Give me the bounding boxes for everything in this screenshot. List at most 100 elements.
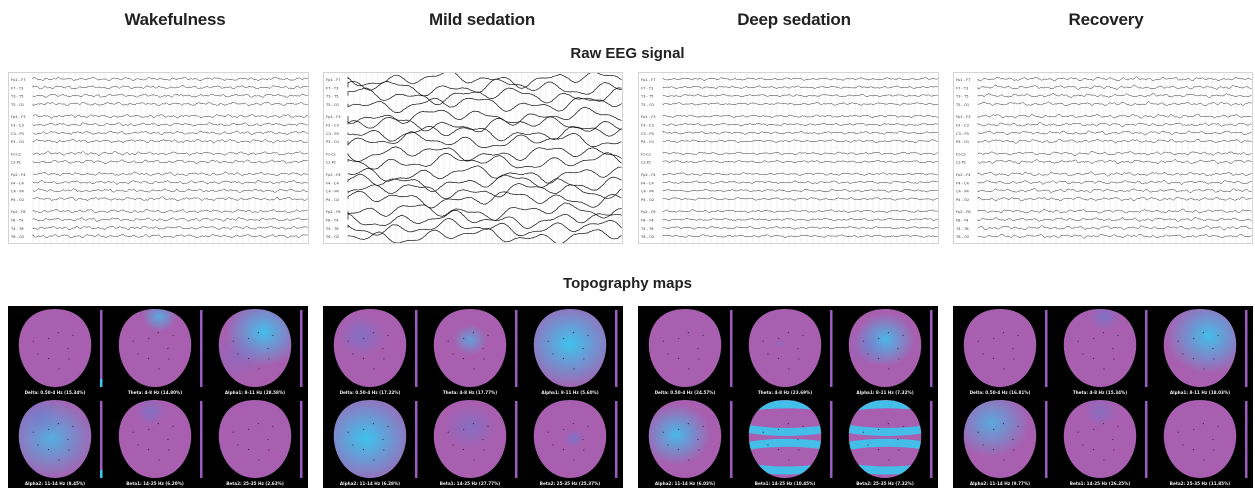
eeg-trace <box>662 131 938 135</box>
topo-caption: Delta: 0.50-4 Hz (15.34%) <box>25 390 86 395</box>
eeg-trace <box>347 125 622 142</box>
channel-label: Cz-Pz <box>641 161 651 165</box>
topo-colorbar <box>1245 310 1248 387</box>
topo-colorbar <box>730 401 733 478</box>
topo-caption: Alpha2: 11-14 Hz (6.28%) <box>340 481 400 486</box>
topo-caption: Beta1: 14-25 Hz (10.45%) <box>755 481 816 486</box>
channel-label: Fz-Cz <box>641 152 651 156</box>
eeg-trace <box>347 173 622 192</box>
topo-map: Delta: 0.50-4 Hz (24.57%) <box>648 309 733 395</box>
topo-colorbar <box>730 310 733 387</box>
channel-label: F7 - T3 <box>641 86 653 90</box>
channel-label: C4 - P4 <box>326 190 340 194</box>
channel-label: Fp1 - F3 <box>641 115 656 119</box>
topo-map: Theta: 4-8 Hz (23.69%) <box>748 309 833 395</box>
condition-title-recovery: Recovery <box>1068 10 1144 29</box>
channel-label: F8 - T4 <box>326 219 339 223</box>
channel-label: Fp1 - F3 <box>326 115 341 119</box>
channel-label: Fp2 - F8 <box>11 210 26 214</box>
eeg-trace <box>977 113 1252 119</box>
topo-caption: Beta1: 14-25 Hz (26.25%) <box>1070 481 1131 486</box>
channel-label: F3 - C3 <box>11 124 24 128</box>
channel-label: T4 - T6 <box>955 227 969 231</box>
channel-label: T3 - T5 <box>955 95 969 99</box>
eeg-trace <box>977 171 1252 177</box>
topo-map: Delta: 0.50-4 Hz (15.34%) <box>18 309 103 395</box>
channel-label: F8 - T4 <box>11 219 24 223</box>
channel-label: Fp2 - F8 <box>956 210 971 214</box>
channel-label: P4 - O2 <box>641 198 654 202</box>
condition-title-deep-sedation: Deep sedation <box>737 10 851 29</box>
channel-label: T6 - O2 <box>325 235 339 239</box>
channel-label: Fp1 - F3 <box>956 115 971 119</box>
eeg-trace <box>347 146 622 163</box>
eeg-trace <box>977 208 1252 214</box>
channel-label: P3 - O1 <box>326 140 339 144</box>
eeg-trace <box>347 218 622 237</box>
channel-label: Fp2 - F8 <box>641 210 656 214</box>
eeg-trace <box>32 225 308 231</box>
channel-label: Cz-Pz <box>326 161 336 165</box>
eeg-trace <box>32 233 308 239</box>
channel-label: F8 - T4 <box>641 219 654 223</box>
topo-caption: Alpha1: 8-11 Hz (5.60%) <box>541 390 598 395</box>
channel-label: T4 - T6 <box>325 227 339 231</box>
channel-label: C4 - P4 <box>956 190 970 194</box>
eeg-trace <box>347 97 622 114</box>
channel-label: Fp2 - F4 <box>326 173 341 177</box>
channel-label: Cz-Pz <box>956 161 966 165</box>
topo-colorbar <box>100 310 103 387</box>
topo-map: Delta: 0.50-4 Hz (17.22%) <box>333 309 418 395</box>
channel-label: Fp1 - F7 <box>11 78 26 82</box>
channel-label: T5 - O1 <box>640 103 654 107</box>
topo-colorbar <box>515 310 518 387</box>
channel-label: F8 - T4 <box>956 219 969 223</box>
topo-caption: Beta2: 25-35 Hz (25.37%) <box>540 481 601 486</box>
topo-colorbar <box>830 401 833 478</box>
eeg-panel-mild-sedation: Fp1 - F7 F7 - T3 T3 - T5 T5 - O1 Fp1 - F3 F3 … <box>323 72 623 244</box>
topo-colorbar <box>300 401 303 478</box>
channel-label: C4 - P4 <box>641 190 655 194</box>
eeg-trace <box>32 217 308 222</box>
eeg-trace <box>347 78 622 97</box>
eeg-trace <box>347 227 622 243</box>
channel-label: Fp1 - F3 <box>11 115 26 119</box>
channel-label: C3 - P3 <box>956 132 969 136</box>
topo-panel-recovery: Delta: 0.50-4 Hz (16.81%) Theta: 4-8 Hz (… <box>953 306 1253 488</box>
eeg-trace <box>662 226 938 230</box>
topo-map: Beta2: 25-35 Hz (7.32%) <box>848 400 933 486</box>
topo-caption: Beta1: 14-25 Hz (27.77%) <box>440 481 501 486</box>
channel-label: P4 - O2 <box>326 198 339 202</box>
topo-colorbar <box>300 310 303 387</box>
eeg-trace <box>32 130 308 135</box>
channel-label: P4 - O2 <box>956 198 969 202</box>
topo-caption: Beta2: 25-35 Hz (11.85%) <box>1170 481 1231 486</box>
channel-label: T6 - O2 <box>640 235 654 239</box>
eeg-trace <box>662 188 938 193</box>
channel-label: Fz-Cz <box>956 152 966 156</box>
channel-label: P3 - O1 <box>11 140 24 144</box>
topo-caption: Theta: 4-8 Hz (17.77%) <box>443 390 497 395</box>
topo-map: Alpha2: 11-14 Hz (6.28%) <box>333 400 418 486</box>
eeg-trace <box>32 93 308 98</box>
eeg-trace <box>347 152 622 170</box>
eeg-trace <box>662 160 938 164</box>
channel-label: T5 - O1 <box>955 103 969 107</box>
eeg-trace <box>977 130 1252 136</box>
topo-colorbar <box>200 401 203 478</box>
channel-label: F4 - C4 <box>956 181 969 185</box>
topo-map: Beta2: 25-35 Hz (11.85%) <box>1163 400 1248 486</box>
topo-map: Alpha1: 8-11 Hz (28.58%) <box>218 309 303 395</box>
eeg-trace <box>662 172 938 176</box>
topo-map: Beta2: 25-35 Hz (25.37%) <box>533 400 618 486</box>
eeg-trace <box>32 76 308 82</box>
eeg-trace <box>32 151 308 156</box>
channel-label: Cz-Pz <box>11 161 21 165</box>
eeg-trace <box>662 180 938 184</box>
topo-caption: Alpha1: 8-11 Hz (28.58%) <box>225 390 285 395</box>
channel-label: T3 - T5 <box>10 95 24 99</box>
eeg-trace <box>977 151 1252 156</box>
topo-colorbar <box>1245 401 1248 478</box>
topo-colorbar <box>930 401 933 478</box>
channel-label: F4 - C4 <box>641 181 654 185</box>
